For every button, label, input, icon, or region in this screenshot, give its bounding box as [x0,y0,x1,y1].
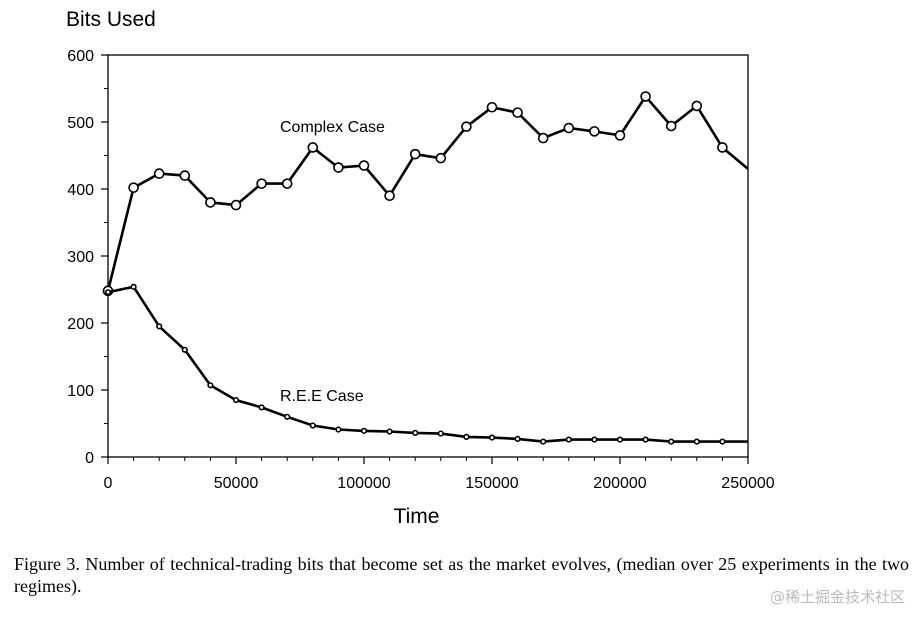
x-tick-label: 100000 [337,475,390,492]
data-point [668,438,675,445]
series-line [106,95,749,292]
series-line [107,285,748,443]
data-point [179,170,191,181]
series-label-ree-case: R.E.E Case [280,388,364,405]
series-complex-case [102,91,749,297]
data-point [256,178,267,189]
data-point [616,436,624,443]
data-point [360,427,368,434]
line-chart: 0 100 200 300 400 500 600 0 50000 100000 150000 200… [67,48,775,492]
watermark: @稀土掘金技术社区 [769,588,905,606]
data-point [130,283,137,290]
series-label-complex-case: Complex Case [280,119,385,136]
data-point [384,190,395,201]
data-point [512,107,523,118]
data-point [488,434,496,441]
data-point [435,152,447,164]
data-point [205,197,216,208]
data-point [230,199,242,211]
data-point [386,428,393,435]
x-tick-label: 150000 [465,475,518,492]
y-tick-label: 300 [67,249,94,266]
y-tick-label: 0 [85,450,94,467]
chart-axes: 0 100 200 300 400 500 600 0 50000 100000 150000 200… [67,48,775,492]
data-point [461,121,472,132]
data-point [307,142,319,153]
data-point [284,413,291,420]
data-point [640,91,651,102]
data-point [358,160,370,171]
data-point [281,178,293,189]
data-point [333,162,344,173]
y-axis-title: Bits Used [66,8,156,31]
data-point [181,346,188,353]
data-point [128,182,139,193]
data-point [589,126,600,137]
data-point [691,100,703,112]
x-tick-label: 250000 [721,475,774,492]
y-tick-label: 500 [67,115,94,132]
data-point [665,120,677,132]
data-point [563,122,575,134]
chart-annotations: Complex Case R.E.E Case [280,119,385,405]
x-tick-label: 200000 [593,475,646,492]
data-point [207,382,214,389]
data-point [104,289,112,296]
data-point [719,438,726,445]
data-point [693,438,700,445]
data-point [232,396,240,404]
x-tick-label: 50000 [214,475,259,492]
y-tick-label: 200 [67,316,94,333]
data-point [409,148,421,160]
figure-caption: Figure 3. Number of technical-trading bi… [14,554,909,596]
data-point [335,426,342,433]
data-point [540,438,547,445]
data-point [486,101,498,113]
y-tick-label: 100 [67,383,94,400]
data-point [412,429,419,436]
data-point [153,168,165,179]
data-point [309,422,316,429]
x-axis-title: Time [393,505,440,528]
plot-frame [107,54,749,458]
y-tick-label: 400 [67,182,94,199]
data-point [258,404,265,411]
data-point [717,142,728,153]
data-point [642,436,649,443]
data-point [614,130,626,141]
x-tick-label: 0 [104,475,113,492]
chart-series [102,91,749,445]
series-r-e-e-case [104,283,748,445]
data-point [591,436,598,443]
y-tick-label: 600 [67,48,94,65]
data-point [537,132,549,144]
data-point [565,436,572,443]
data-point [514,435,521,443]
data-point [437,430,444,437]
data-point [463,433,470,441]
data-point [156,323,163,330]
